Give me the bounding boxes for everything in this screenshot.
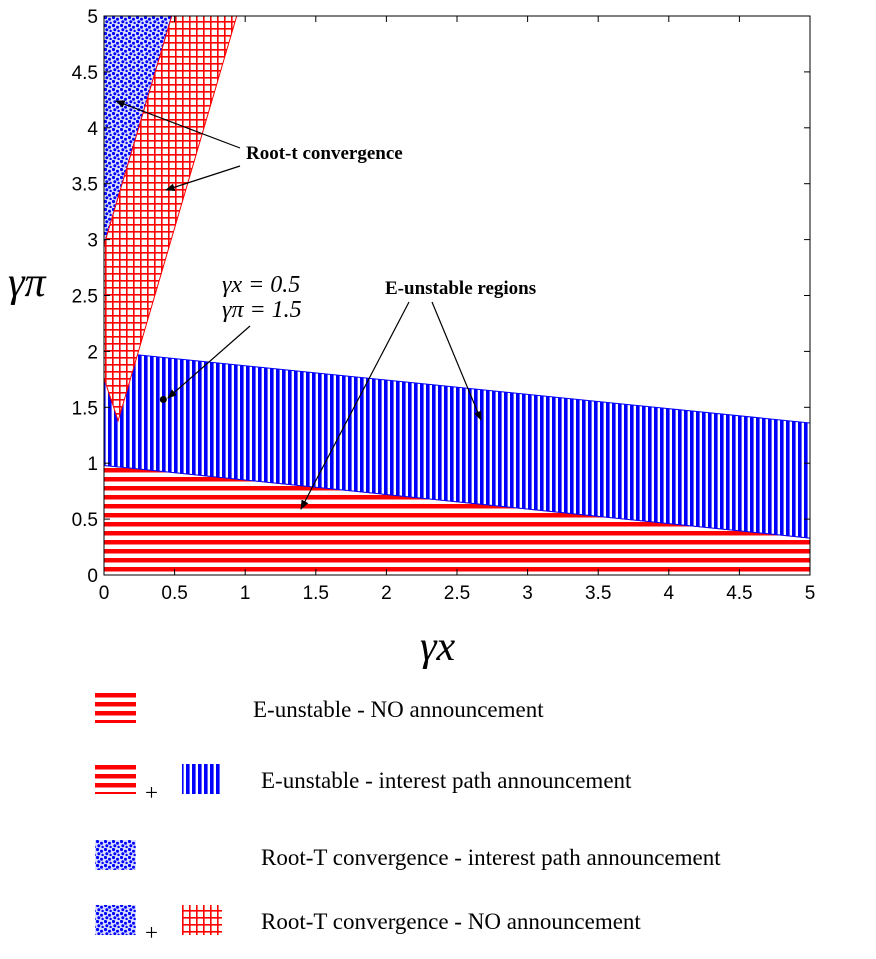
y-tick-label: 2 bbox=[87, 342, 98, 363]
legend-swatch-2-vstripe bbox=[182, 764, 222, 794]
x-tick-label: 4 bbox=[664, 583, 675, 604]
x-tick-label: 3.5 bbox=[585, 583, 611, 604]
y-tick-label: 4.5 bbox=[72, 63, 98, 84]
legend-swatch-4-grid bbox=[182, 905, 222, 935]
legend-swatch-3-dots bbox=[95, 840, 136, 870]
y-tick-label: 2.5 bbox=[72, 287, 98, 308]
y-tick-label: 1.5 bbox=[72, 398, 98, 419]
region-2-vertical-stripes bbox=[104, 350, 810, 539]
x-tick-label: 0.5 bbox=[161, 583, 187, 604]
annotation-param-pi: γπ = 1.5 bbox=[222, 297, 302, 323]
y-tick-label: 3 bbox=[87, 231, 98, 252]
annotation-root-t: Root-t convergence bbox=[246, 143, 403, 164]
y-tick-label: 0.5 bbox=[72, 510, 98, 531]
legend-label-1: E-unstable - NO announcement bbox=[253, 697, 544, 722]
y-tick-label: 5 bbox=[87, 7, 98, 28]
x-tick-label: 1 bbox=[240, 583, 251, 604]
x-tick-label: 5 bbox=[805, 583, 816, 604]
x-tick-label: 3 bbox=[522, 583, 533, 604]
annotation-param-x: γx = 0.5 bbox=[222, 272, 300, 298]
x-tick-label: 2 bbox=[381, 583, 392, 604]
y-tick-label: 3.5 bbox=[72, 175, 98, 196]
arrow-root-t-grid bbox=[165, 165, 241, 191]
legend-label-4: Root-T convergence - NO announcement bbox=[261, 909, 641, 934]
x-axis-label: γx bbox=[420, 624, 456, 670]
legend-swatch-4-dots bbox=[95, 905, 136, 935]
x-tick-label: 2.5 bbox=[444, 583, 470, 604]
y-axis-label: γπ bbox=[8, 260, 47, 306]
region-4-grid bbox=[104, 16, 238, 423]
arrow-param-point bbox=[167, 325, 251, 399]
x-tick-label: 4.5 bbox=[726, 583, 752, 604]
y-tick-label: 0 bbox=[87, 566, 98, 587]
annotation-e-unstable: E-unstable regions bbox=[385, 278, 536, 299]
y-tick-label: 1 bbox=[87, 454, 98, 475]
x-tick-label: 1.5 bbox=[303, 583, 329, 604]
arrow-e-unstable-blue bbox=[431, 301, 482, 421]
arrow-e-unstable-red bbox=[300, 301, 410, 510]
legend-swatch-2-hstripe bbox=[95, 764, 136, 794]
legend-label-2: E-unstable - interest path announcement bbox=[261, 768, 632, 793]
legend-plus-4: + bbox=[145, 920, 158, 945]
legend: E-unstable - NO announcement + E-unstabl… bbox=[95, 693, 721, 945]
x-tick-label: 0 bbox=[99, 583, 110, 604]
legend-label-3: Root-T convergence - interest path annou… bbox=[261, 845, 721, 870]
y-axis: 0 0.5 1 1.5 2 2.5 3 3.5 4 4.5 5 bbox=[72, 7, 810, 587]
legend-plus-2: + bbox=[145, 780, 158, 805]
parameter-point bbox=[159, 395, 167, 403]
x-axis: 0 0.5 1 1.5 2 2.5 3 3.5 4 4.5 5 bbox=[99, 16, 816, 604]
y-tick-label: 4 bbox=[87, 119, 98, 140]
arrow-root-t-dots bbox=[115, 100, 241, 149]
legend-swatch-1-hstripe bbox=[95, 693, 136, 723]
annotation-arrows bbox=[115, 100, 482, 510]
